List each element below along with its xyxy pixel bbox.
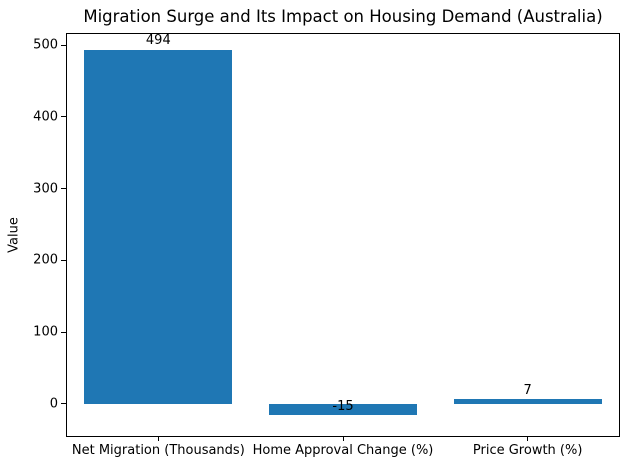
- bar-value-label: 7: [523, 382, 532, 398]
- x-tick-mark: [527, 437, 529, 441]
- y-tick-mark: [61, 331, 66, 333]
- y-tick-mark: [61, 259, 66, 261]
- x-tick-label: Home Approval Change (%): [252, 443, 434, 458]
- y-tick-mark: [61, 403, 66, 405]
- x-tick-label: Net Migration (Thousands): [71, 443, 245, 458]
- bar-value-label: -15: [332, 398, 354, 414]
- y-tick-mark: [61, 188, 66, 190]
- x-tick-mark: [342, 437, 344, 441]
- y-tick-mark: [61, 44, 66, 46]
- y-tick-label: 500: [33, 37, 58, 53]
- bar: [269, 403, 417, 415]
- bar: [453, 398, 602, 404]
- bar-value-label: 494: [145, 33, 171, 49]
- x-tick-label: Price Growth (%): [472, 443, 583, 458]
- bar: [84, 49, 233, 404]
- y-tick-label: 200: [33, 252, 58, 268]
- x-tick-mark: [157, 437, 159, 441]
- y-axis-label: Value: [6, 217, 22, 253]
- y-tick-label: 100: [33, 324, 58, 340]
- chart-title: Migration Surge and Its Impact on Housin…: [83, 7, 603, 26]
- y-tick-label: 300: [33, 181, 58, 197]
- y-tick-mark: [61, 116, 66, 118]
- y-tick-label: 400: [33, 109, 58, 125]
- y-tick-label: 0: [49, 396, 58, 412]
